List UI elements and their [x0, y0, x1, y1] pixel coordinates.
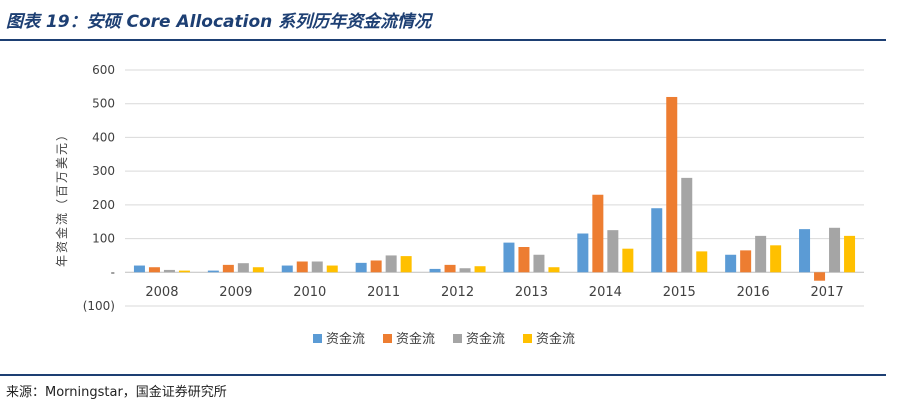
footer-rule — [0, 374, 886, 376]
legend-swatch — [313, 334, 322, 343]
y-tick-label: 400 — [92, 130, 115, 144]
x-tick-label: 2014 — [589, 285, 622, 300]
bar-2012-series-3 — [459, 268, 471, 273]
chart-area: (100) - 100 200 300 400 500 600 2008 2009 2010 201… — [0, 42, 906, 372]
legend-label: 资金流 — [396, 331, 435, 347]
source-note: 来源：Morningstar，国金证券研究所 — [6, 385, 227, 400]
legend-label: 资金流 — [466, 331, 505, 347]
legend: 资金流 资金流 资金流 资金流 — [313, 331, 575, 347]
legend-swatch — [453, 334, 462, 343]
figure-title: 图表 19：安硕 Core Allocation 系列历年资金流情况 — [6, 12, 432, 32]
bar-2017-series-4 — [844, 235, 856, 273]
bar-2008-series-2 — [148, 267, 160, 273]
bar-2009-series-2 — [222, 264, 234, 273]
x-tick-label: 2010 — [293, 285, 326, 300]
x-tick-label: 2011 — [367, 285, 400, 300]
bar-2010-series-1 — [281, 265, 293, 273]
x-tick-label: 2013 — [515, 285, 548, 300]
bar-2017-series-1 — [799, 229, 811, 273]
bar-2016-series-2 — [740, 250, 752, 273]
legend-swatch — [523, 334, 532, 343]
x-tick-label: 2008 — [145, 285, 178, 300]
bar-2016-series-4 — [770, 245, 782, 273]
title-bar: 图表 19：安硕 Core Allocation 系列历年资金流情况 — [0, 0, 906, 41]
bars — [133, 96, 856, 281]
bar-2012-series-2 — [444, 264, 456, 273]
y-tick-label: 500 — [92, 97, 115, 111]
bar-2011-series-3 — [385, 255, 397, 273]
bar-2016-series-1 — [725, 254, 737, 273]
bar-2008-series-3 — [163, 269, 175, 273]
y-tick-label: 600 — [92, 63, 115, 77]
bar-2008-series-1 — [133, 265, 145, 273]
legend-label: 资金流 — [536, 331, 575, 347]
bar-2009-series-4 — [252, 267, 264, 273]
bar-2010-series-2 — [296, 261, 308, 273]
legend-swatch — [383, 334, 392, 343]
bar-2010-series-3 — [311, 261, 323, 273]
bar-2013-series-2 — [518, 247, 530, 273]
bar-2011-series-1 — [355, 262, 367, 273]
x-tick-label: 2009 — [219, 285, 252, 300]
bar-2013-series-3 — [533, 254, 545, 273]
grid-lines — [125, 69, 864, 307]
bar-2017-series-2 — [814, 272, 826, 281]
bar-2015-series-2 — [666, 96, 678, 273]
bar-2009-series-3 — [237, 263, 249, 273]
bar-2016-series-3 — [755, 235, 767, 273]
y-tick-label: (100) — [83, 299, 115, 313]
bar-2017-series-3 — [829, 227, 841, 273]
y-axis-label: 年资金流（百万美元） — [54, 127, 69, 267]
y-tick-label: 300 — [92, 164, 115, 178]
bar-2011-series-2 — [370, 260, 382, 273]
bar-2012-series-4 — [474, 266, 486, 273]
y-tick-label: 200 — [92, 198, 115, 212]
bar-2015-series-4 — [696, 251, 708, 273]
bar-chart: (100) - 100 200 300 400 500 600 2008 2009 2010 201… — [54, 63, 864, 347]
bar-2009-series-1 — [207, 270, 219, 273]
bar-2013-series-4 — [548, 267, 560, 273]
bar-2012-series-1 — [429, 268, 441, 273]
y-tick-labels: (100) - 100 200 300 400 500 600 — [83, 63, 115, 313]
bar-2008-series-4 — [178, 270, 190, 273]
bar-2014-series-3 — [607, 230, 619, 273]
y-tick-label: 100 — [92, 232, 115, 246]
title-rule — [0, 39, 886, 41]
x-tick-label: 2012 — [441, 285, 474, 300]
bar-2014-series-1 — [577, 233, 589, 273]
bar-2010-series-4 — [326, 265, 338, 273]
bar-2013-series-1 — [503, 242, 515, 273]
x-tick-label: 2015 — [663, 285, 696, 300]
bar-2014-series-2 — [592, 194, 604, 273]
x-tick-label: 2016 — [737, 285, 770, 300]
x-tick-labels: 2008 2009 2010 2011 2012 2013 2014 2015 2016 2017 — [145, 285, 843, 300]
bar-2014-series-4 — [622, 248, 634, 273]
bar-2015-series-3 — [681, 177, 693, 273]
legend-label: 资金流 — [326, 331, 365, 347]
x-tick-label: 2017 — [811, 285, 844, 300]
bar-2011-series-4 — [400, 256, 412, 273]
bar-2015-series-1 — [651, 208, 663, 273]
y-tick-label: - — [111, 265, 115, 279]
